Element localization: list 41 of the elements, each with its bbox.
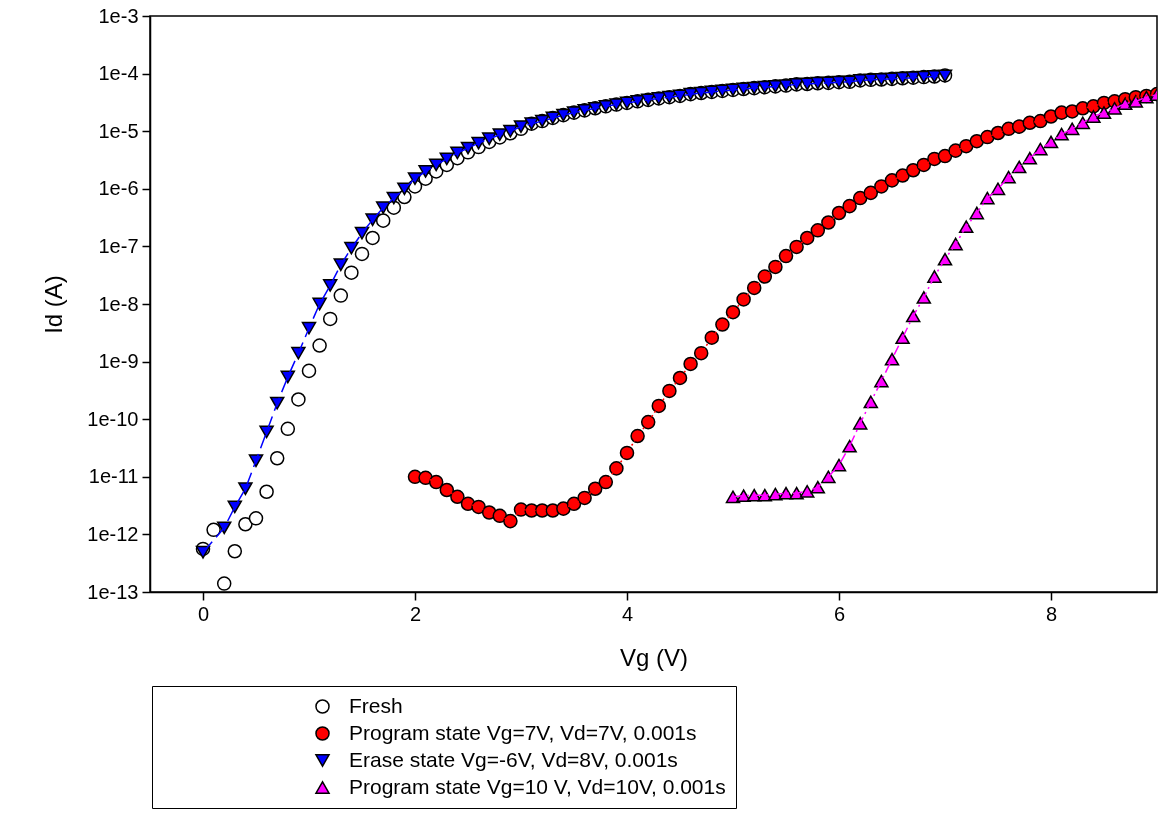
x-tick-label: 0 bbox=[197, 602, 210, 625]
x-tick-label: 6 bbox=[833, 602, 846, 625]
point bbox=[799, 484, 815, 498]
y-tick-label: 1e-3 bbox=[98, 4, 139, 27]
y-tick-label: 1e-12 bbox=[87, 522, 139, 545]
x-tick-label: 8 bbox=[1045, 602, 1058, 625]
point bbox=[884, 352, 900, 366]
x-axis-title: Vg (V) bbox=[619, 643, 689, 671]
point bbox=[1064, 122, 1080, 136]
y-tick-label: 1e-10 bbox=[87, 407, 139, 430]
legend-label: Program state Vg=7V, Vd=7V, 0.001s bbox=[349, 720, 697, 744]
point bbox=[1054, 127, 1069, 141]
point bbox=[895, 331, 910, 345]
y-tick-label: 1e-4 bbox=[98, 62, 139, 85]
y-axis-title: Id (A) bbox=[40, 275, 68, 334]
legend-label: Erase state Vg=-6V, Vd=8V, 0.001s bbox=[349, 747, 678, 771]
x-tick-label: 4 bbox=[621, 602, 634, 625]
point bbox=[852, 416, 868, 430]
y-tick-label: 1e-7 bbox=[98, 234, 139, 257]
point bbox=[1107, 101, 1122, 115]
y-tick-label: 1e-9 bbox=[98, 350, 139, 373]
legend-label: Program state Vg=10 V, Vd=10V, 0.001s bbox=[349, 774, 726, 798]
point bbox=[810, 480, 826, 494]
point bbox=[842, 439, 857, 453]
point bbox=[1128, 94, 1144, 108]
point bbox=[937, 252, 953, 266]
point bbox=[831, 458, 847, 472]
y-tick-label: 1e-11 bbox=[88, 465, 139, 488]
y-tick-label: 1e-8 bbox=[98, 292, 139, 315]
point bbox=[927, 270, 942, 283]
y-tick-label: 1e-5 bbox=[98, 119, 139, 142]
point bbox=[1086, 110, 1101, 123]
y-tick-label: 1e-13 bbox=[87, 580, 139, 603]
point bbox=[778, 486, 794, 500]
point bbox=[916, 291, 932, 304]
point bbox=[1022, 151, 1038, 165]
x-tick-label: 2 bbox=[409, 602, 422, 625]
point bbox=[990, 182, 1006, 196]
point bbox=[757, 488, 773, 502]
y-tick-label: 1e-6 bbox=[98, 177, 139, 200]
legend-label: Fresh bbox=[349, 693, 403, 717]
